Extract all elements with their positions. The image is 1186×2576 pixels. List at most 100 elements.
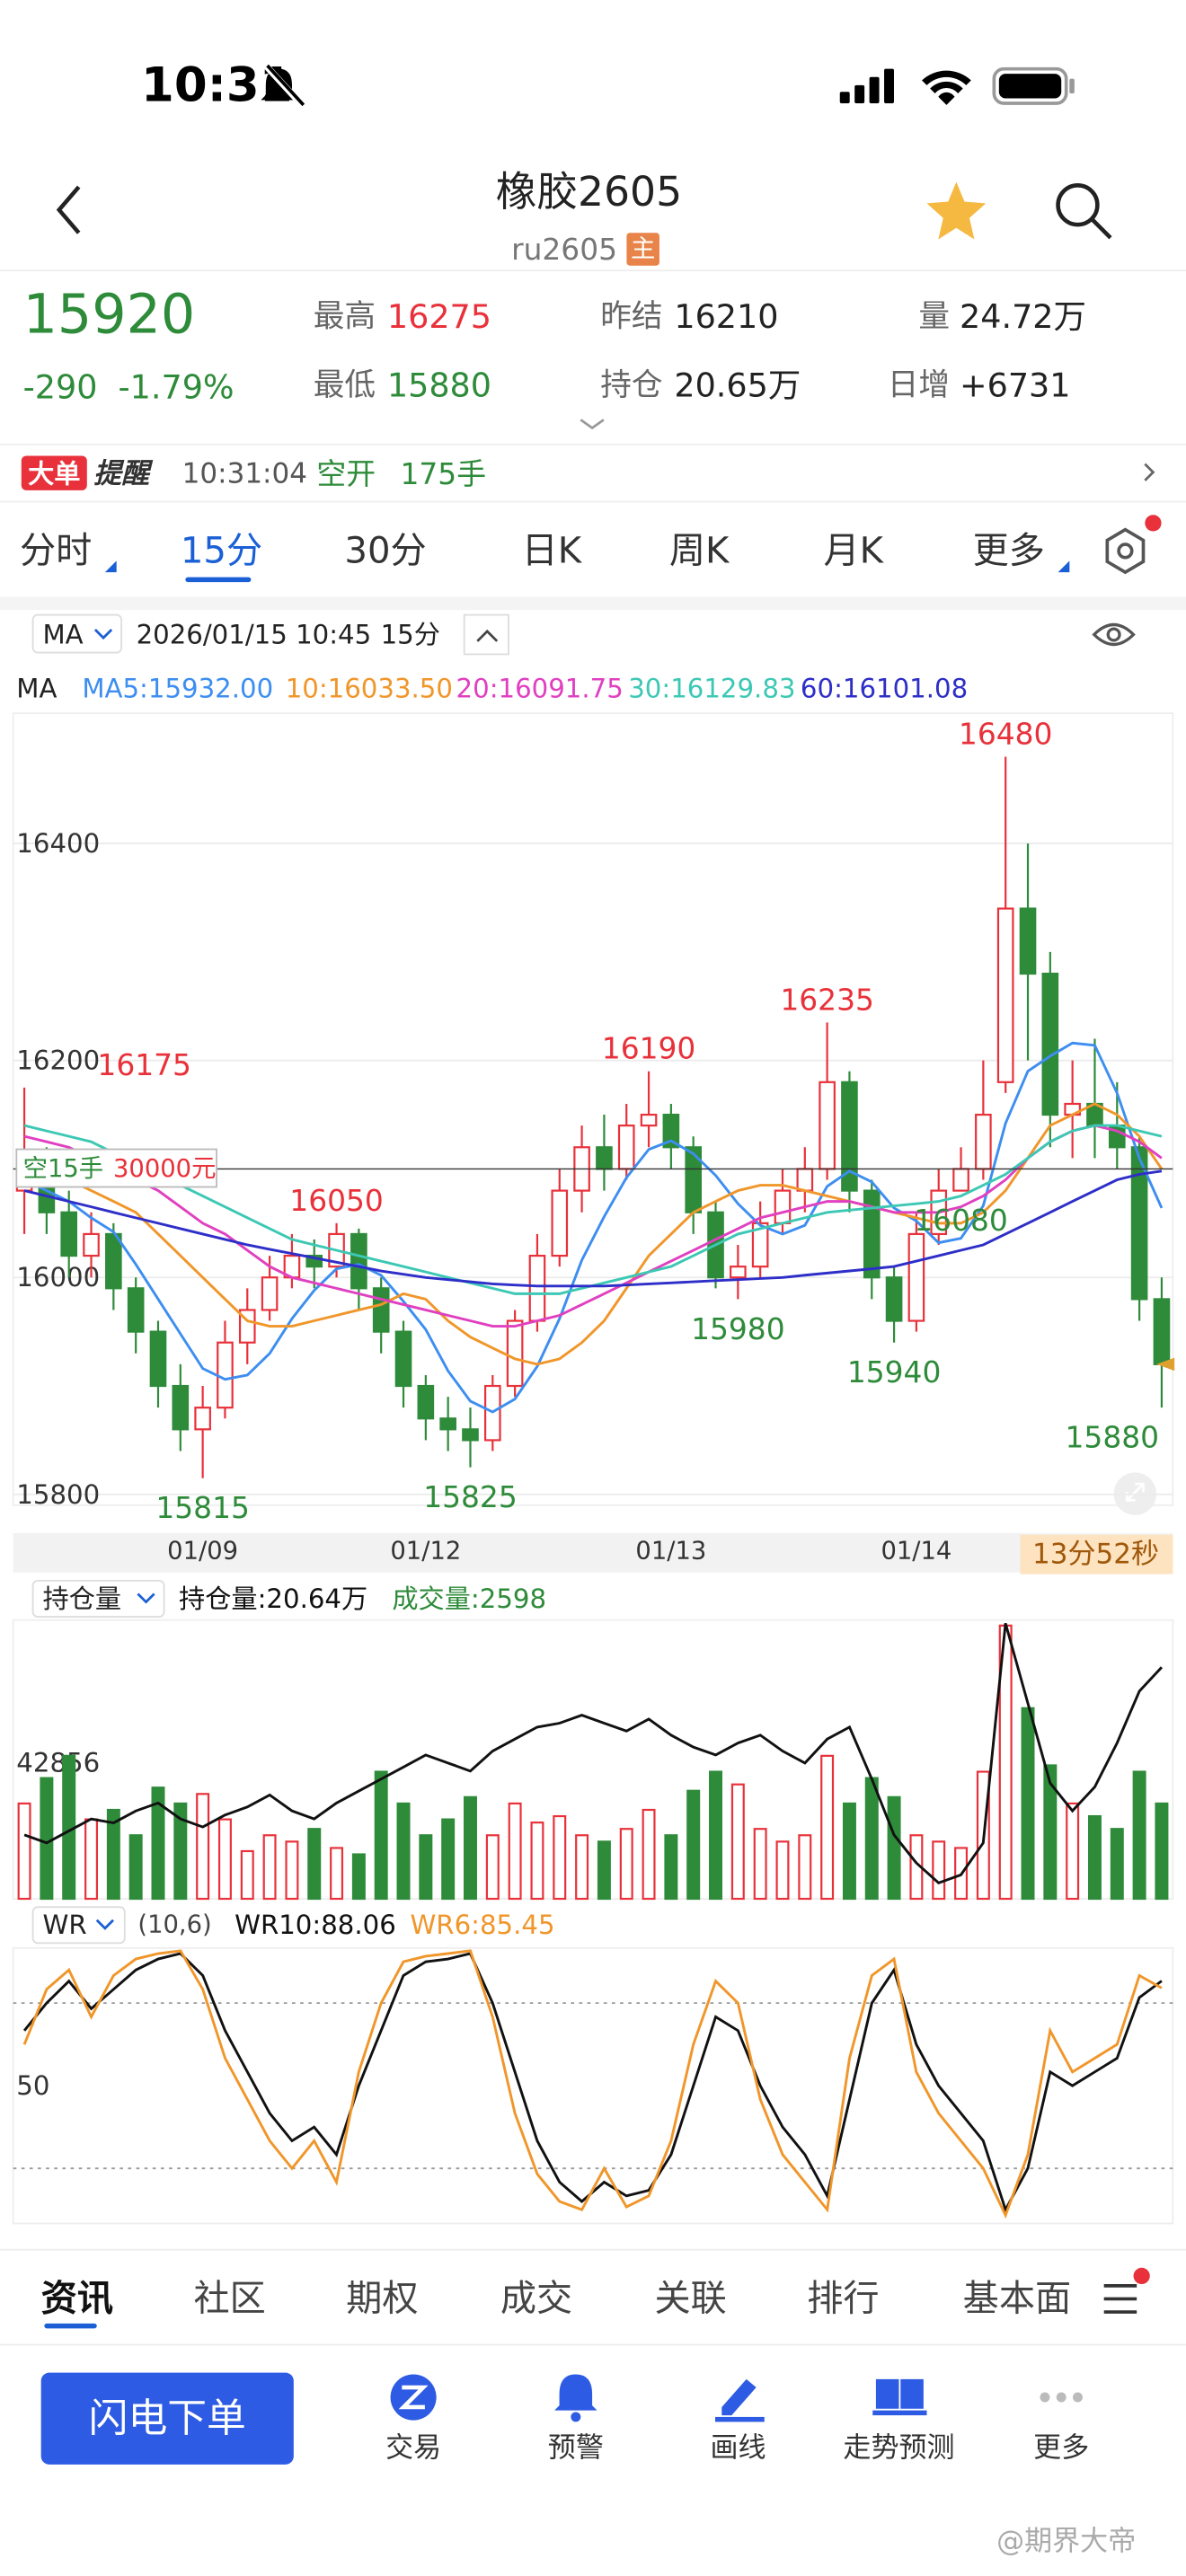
- volume-bar: [753, 1828, 767, 1901]
- action-label[interactable]: 走势预测: [843, 2432, 954, 2465]
- candle-body: [60, 1211, 78, 1257]
- search-button[interactable]: [1056, 183, 1112, 240]
- wr-select[interactable]: [31, 1906, 126, 1945]
- legend-entry: 30:16129.83: [628, 674, 795, 704]
- bottom-tab[interactable]: 排行: [807, 2278, 879, 2319]
- volume-bar: [619, 1828, 633, 1901]
- favorite-star[interactable]: [926, 181, 987, 240]
- period-tab[interactable]: 15分: [181, 530, 262, 571]
- period-tab[interactable]: 30分: [344, 530, 426, 571]
- alert-more[interactable]: [1144, 463, 1155, 481]
- volume-bar: [864, 1777, 879, 1901]
- x-tick-label: 01/12: [390, 1538, 461, 1566]
- candle-body: [217, 1341, 234, 1409]
- price-panel: [12, 712, 1174, 1506]
- bottom-tab[interactable]: 社区: [193, 2278, 265, 2319]
- volume-bar: [575, 1834, 589, 1901]
- back-button[interactable]: [56, 185, 81, 234]
- wr-line: [22, 1949, 1163, 2219]
- menu-button[interactable]: [1102, 2267, 1185, 2329]
- primary-button[interactable]: [40, 2372, 294, 2465]
- dropdown-mark: [95, 1919, 114, 1930]
- period-tab[interactable]: 月K: [823, 530, 884, 571]
- candle-body: [952, 1168, 969, 1192]
- candle-body: [662, 1113, 680, 1149]
- countdown: 13分52秒: [1032, 1539, 1159, 1571]
- action-label[interactable]: 交易: [385, 2432, 441, 2465]
- countdown-bg: [1020, 1534, 1173, 1575]
- candle-body: [551, 1189, 569, 1257]
- dropdown-mark: [1058, 560, 1070, 573]
- candle-body: [907, 1232, 925, 1322]
- legend-entry: 成交量:2598: [392, 1584, 546, 1614]
- candle-body: [194, 1407, 211, 1431]
- bottom-tab[interactable]: 期权: [346, 2278, 418, 2319]
- volume-bar: [1132, 1770, 1146, 1901]
- volume-bar: [40, 1777, 54, 1901]
- candle-body: [617, 1125, 635, 1170]
- period-tab[interactable]: 周K: [669, 530, 730, 571]
- period-tab[interactable]: 分时: [20, 530, 92, 571]
- y-tick-label: 16400: [16, 828, 100, 859]
- ma-line: [23, 1041, 1164, 1414]
- collapse-button[interactable]: [463, 613, 509, 656]
- wr-panel: [12, 1946, 1174, 2225]
- candle-body: [996, 907, 1014, 1083]
- action-label[interactable]: 预警: [548, 2432, 604, 2465]
- legend-entry: WR6:85.45: [410, 1910, 554, 1940]
- period-tab[interactable]: 更多: [973, 530, 1045, 571]
- volume-bar: [530, 1822, 544, 1901]
- volume-bar: [842, 1802, 856, 1901]
- action-label[interactable]: 更多: [1033, 2432, 1089, 2465]
- bottom-tab[interactable]: 基本面: [963, 2278, 1071, 2319]
- action-label[interactable]: 画线: [711, 2432, 766, 2465]
- settings-button[interactable]: [1105, 515, 1162, 575]
- alert-tag: 提醒: [93, 458, 154, 490]
- indicator: MA: [43, 620, 84, 650]
- bottom-tab[interactable]: 资讯: [41, 2278, 113, 2319]
- low-label: 16080: [914, 1203, 1008, 1238]
- indicator-select[interactable]: [31, 613, 123, 654]
- bottom-tab[interactable]: 成交: [500, 2278, 572, 2319]
- volume-bar: [1066, 1802, 1080, 1901]
- volume-bar: [307, 1828, 322, 1901]
- volume-bar: [709, 1770, 723, 1901]
- stat-label: 日增: [888, 367, 950, 403]
- selector: WR: [43, 1910, 87, 1940]
- candle-body: [372, 1287, 390, 1333]
- volume-bar: [419, 1834, 433, 1901]
- ma-line: [23, 1102, 1164, 1366]
- y-tick-label: 16200: [16, 1045, 100, 1076]
- volume-bar: [463, 1795, 477, 1901]
- oi-line: [23, 1622, 1164, 1884]
- candle-body: [127, 1287, 145, 1333]
- candle-body: [417, 1384, 435, 1420]
- contract-code: ru2605: [511, 232, 617, 267]
- main-badge: 主: [631, 235, 655, 263]
- position-pnl: 30000元: [113, 1155, 216, 1183]
- candle-body: [596, 1146, 613, 1170]
- visibility-button[interactable]: [1092, 622, 1136, 647]
- high-label: 16190: [602, 1031, 696, 1066]
- oi-select[interactable]: [31, 1579, 165, 1618]
- stat-label: 持仓: [600, 367, 662, 403]
- expand[interactable]: [580, 419, 605, 430]
- separator: [0, 596, 1186, 611]
- candle-body: [774, 1189, 792, 1224]
- candle-body: [975, 1113, 992, 1170]
- bottom-tab[interactable]: 关联: [654, 2278, 726, 2319]
- candle-body: [105, 1232, 122, 1290]
- candle-body: [172, 1384, 190, 1431]
- candle-body: [1153, 1298, 1171, 1365]
- period-tab[interactable]: 日K: [522, 530, 583, 571]
- candle-body: [462, 1428, 479, 1442]
- volume-bar: [553, 1814, 567, 1901]
- alert-action: 空开: [316, 456, 376, 491]
- candle-body: [819, 1081, 836, 1170]
- volume-bar: [1087, 1814, 1102, 1901]
- change: -290: [23, 367, 98, 406]
- tab-underline: [185, 577, 252, 583]
- tab-underline: [44, 2323, 97, 2329]
- stat-label: 最低: [314, 367, 376, 403]
